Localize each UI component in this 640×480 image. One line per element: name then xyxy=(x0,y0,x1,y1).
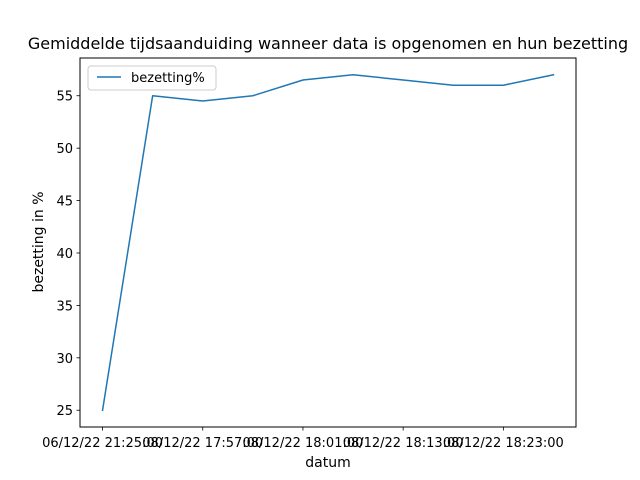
y-tick-label: 55 xyxy=(56,90,73,105)
axes-frame xyxy=(79,57,577,428)
x-tick-label: 08/12/22 18:23:00 xyxy=(443,436,564,451)
x-tick-label: 08/12/22 18:13:00 xyxy=(343,436,464,451)
x-tick-label: 06/12/22 21:25:00 xyxy=(42,436,163,451)
x-axis-label: datum xyxy=(305,455,350,471)
y-tick-label: 25 xyxy=(56,404,73,419)
y-tick-label: 35 xyxy=(56,299,73,314)
x-tick-label: 08/12/22 17:57:00 xyxy=(142,436,263,451)
legend: bezetting% xyxy=(87,65,217,91)
legend-frame xyxy=(87,65,217,91)
legend-label: bezetting% xyxy=(131,71,205,86)
chart-title: Gemiddelde tijdsaanduiding wanneer data … xyxy=(28,34,628,53)
y-tick-label: 30 xyxy=(56,352,73,367)
y-tick-label: 40 xyxy=(56,247,73,262)
y-tick-label: 45 xyxy=(56,195,73,210)
y-tick-label: 50 xyxy=(56,142,73,157)
y-axis: 25 30 35 40 45 50 55 xyxy=(56,90,80,419)
x-tick-label: 08/12/22 18:01:00 xyxy=(242,436,363,451)
series-line-0 xyxy=(101,73,555,412)
plot-area xyxy=(101,73,555,412)
y-axis-label: bezetting in % xyxy=(31,191,47,292)
